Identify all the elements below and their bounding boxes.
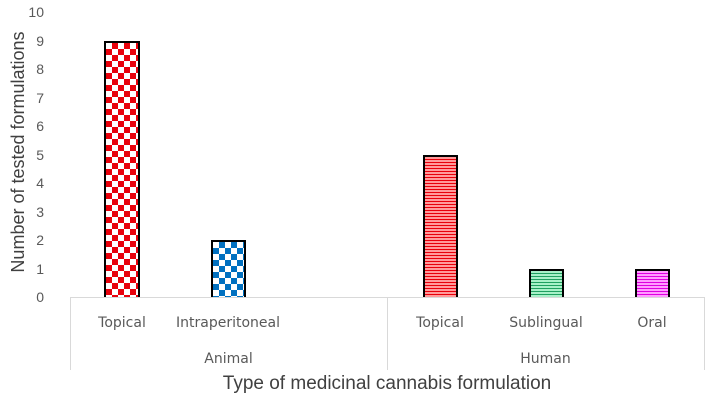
x-axis-label: Type of medicinal cannabis formulation [222,373,552,394]
bar-animal-intraperitoneal [211,240,246,297]
y-tick-4: 4 [36,175,44,191]
y-tick-3: 3 [36,204,44,220]
y-tick-1: 1 [36,261,44,277]
x-cat-human-sublingual: Sublingual [509,315,583,331]
axis-divider-group [387,297,388,370]
x-cat-human-topical: Topical [416,315,464,331]
y-tick-8: 8 [36,61,44,77]
bar-human-topical [423,155,458,297]
bar-human-sublingual [529,269,564,297]
y-tick-7: 7 [36,90,44,106]
axis-divider-left [70,297,71,370]
y-tick-9: 9 [36,33,44,49]
bar-animal-topical [104,41,140,297]
y-tick-0: 0 [36,289,44,305]
x-group-human: Human [520,351,571,367]
y-tick-10: 10 [28,4,44,20]
bar-human-oral [635,269,670,297]
axis-divider-right [704,297,705,370]
y-tick-6: 6 [36,118,44,134]
y-tick-2: 2 [36,232,44,248]
x-cat-animal-intraperitoneal: Intraperitoneal [176,315,280,331]
y-tick-5: 5 [36,147,44,163]
x-cat-animal-topical: Topical [98,315,146,331]
x-cat-human-oral: Oral [637,315,667,331]
x-group-animal: Animal [204,351,253,367]
